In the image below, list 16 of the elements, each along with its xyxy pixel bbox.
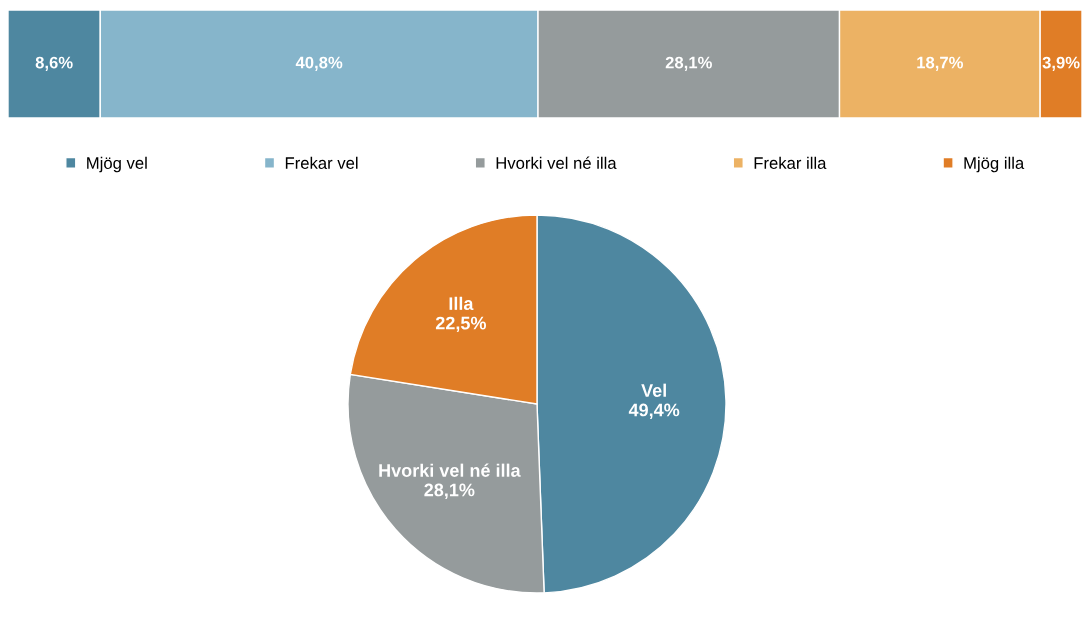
legend-label: Frekar vel (285, 156, 358, 169)
data-label: 18,7% (917, 56, 964, 71)
data-label: 8,6% (35, 56, 73, 71)
data-label: 22,5% (435, 316, 487, 333)
legend-label: Mjög illa (964, 156, 1025, 173)
slice-label: Illa (449, 296, 474, 311)
slice-label: Vel (641, 383, 666, 397)
legend-label: Hvorki vel né illa (496, 156, 617, 169)
data-label: 3,9% (1042, 56, 1080, 71)
data-label: 49,4% (628, 403, 680, 419)
data-label: 28,1% (665, 56, 712, 71)
data-label: 28,1% (424, 483, 475, 499)
legend-label: Mjög vel (87, 156, 147, 173)
slice-label: Hvorki vel né illa (379, 463, 521, 477)
data-label: 40,8% (295, 56, 343, 71)
legend-label: Frekar illa (754, 156, 827, 169)
